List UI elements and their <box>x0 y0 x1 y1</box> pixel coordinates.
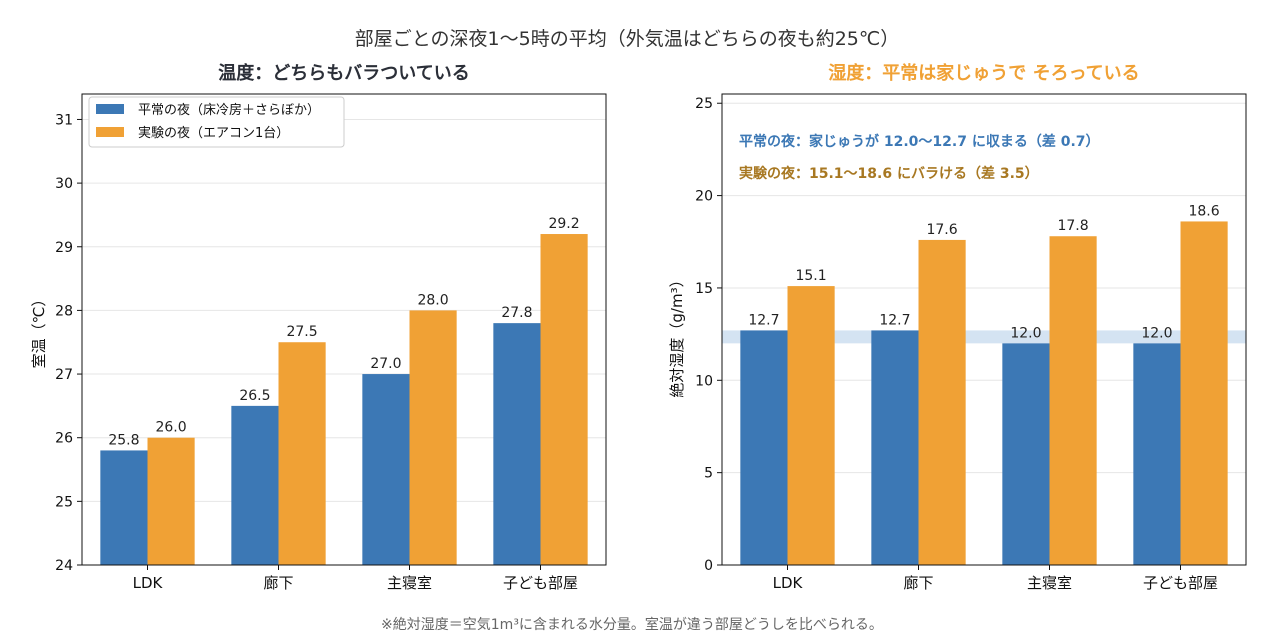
annotation-normal-night: 平常の夜：家じゅうが 12.0〜12.7 に収まる（差 0.7） <box>739 133 1100 150</box>
temperature-bar-value-label: 25.8 <box>108 432 139 448</box>
humidity-y-tick-label: 15 <box>695 281 713 297</box>
humidity-bar-value-label: 12.0 <box>1010 325 1041 341</box>
temperature-chart-title: 温度：どちらもバラついている <box>218 62 469 84</box>
figure-title: 部屋ごとの深夜1〜5時の平均（外気温はどちらの夜も約25℃） <box>355 28 900 50</box>
humidity-bar-normal <box>871 330 919 565</box>
humidity-chart: 湿度：平常は家じゅうで そろっている 12.715.112.717.612.01… <box>668 62 1247 592</box>
temperature-y-tick-label: 26 <box>55 431 73 447</box>
temperature-bar-experiment <box>409 310 457 565</box>
humidity-bar-value-label: 17.8 <box>1057 218 1088 234</box>
temperature-x-tick-label: 廊下 <box>263 574 293 592</box>
temperature-x-tick-label: 子ども部屋 <box>503 574 578 592</box>
humidity-bar-experiment <box>1049 236 1097 566</box>
humidity-bar-value-label: 17.6 <box>926 222 957 238</box>
temperature-bar-normal <box>493 323 541 565</box>
legend-box <box>88 96 345 148</box>
temperature-plot-frame <box>81 93 607 566</box>
humidity-x-tick-label: 廊下 <box>903 574 933 592</box>
humidity-y-tick-label: 0 <box>704 558 713 574</box>
temperature-y-axis-label: 室温（℃） <box>30 292 48 369</box>
humidity-bar-value-label: 12.7 <box>879 312 910 328</box>
temperature-y-ticks: 24 25 26 27 28 29 30 31 <box>55 112 82 574</box>
legend-label-normal: 平常の夜（床冷房＋さらぼか） <box>138 102 320 118</box>
footnote: ※絶対湿度＝空気1m³に含まれる水分量。室温が違う部屋どうしを比べられる。 <box>381 616 883 633</box>
temperature-chart: 温度：どちらもバラついている 25.826.026.527.527.028.02… <box>30 62 607 592</box>
humidity-y-ticks: 0 5 10 15 20 25 <box>695 96 722 574</box>
humidity-y-tick-label: 10 <box>695 373 713 389</box>
temperature-bars: 25.8 26.0 26.5 27.5 27.0 28.0 27.8 29.2 <box>100 216 588 565</box>
temperature-bar-value-label: 27.8 <box>501 305 532 321</box>
humidity-y-tick-label: 5 <box>704 466 713 482</box>
humidity-normal-range-band <box>722 330 1246 344</box>
humidity-bar-normal <box>740 330 788 565</box>
humidity-bar-value-label: 12.0 <box>1141 325 1172 341</box>
temperature-bar-value-label: 28.0 <box>417 292 448 308</box>
legend-swatch-experiment <box>96 127 124 137</box>
temperature-bar-value-label: 27.0 <box>370 356 401 372</box>
humidity-bar-experiment <box>1180 221 1228 565</box>
legend-label-experiment: 実験の夜（エアコン1台） <box>138 125 289 141</box>
temperature-y-tick-label: 27 <box>55 367 73 383</box>
temperature-legend: 平常の夜（床冷房＋さらぼか） 実験の夜（エアコン1台） <box>88 96 345 148</box>
temperature-bar-experiment <box>540 234 588 565</box>
temperature-bar-normal <box>100 450 148 565</box>
temperature-bar-value-label: 26.5 <box>239 388 270 404</box>
temperature-bar-value-label: 29.2 <box>548 216 579 232</box>
humidity-bar-normal <box>1133 343 1181 565</box>
humidity-chart-title: 湿度：平常は家じゅうで そろっている <box>828 62 1139 84</box>
temperature-bar-normal <box>231 405 279 565</box>
temperature-y-tick-label: 31 <box>55 112 73 128</box>
temperature-y-tick-label: 28 <box>55 303 73 319</box>
humidity-x-ticks: LDK 廊下 主寝室 子ども部屋 <box>773 565 1218 592</box>
temperature-bar-value-label: 27.5 <box>286 324 317 340</box>
humidity-bar-value-label: 12.7 <box>748 312 779 328</box>
humidity-x-tick-label: 主寝室 <box>1027 574 1072 592</box>
temperature-y-tick-label: 30 <box>55 176 73 192</box>
temperature-y-tick-label: 29 <box>55 240 73 256</box>
humidity-bars: 12.7 15.1 12.7 17.6 12.0 17.8 12.0 18.6 <box>740 203 1228 566</box>
legend-swatch-normal <box>96 104 124 114</box>
temperature-x-tick-label: 主寝室 <box>387 574 432 592</box>
humidity-y-tick-label: 25 <box>695 96 713 112</box>
temperature-x-ticks: LDK 廊下 主寝室 子ども部屋 <box>133 565 578 592</box>
humidity-x-tick-label: LDK <box>773 574 804 592</box>
humidity-y-tick-label: 20 <box>695 189 713 205</box>
temperature-bar-normal <box>362 374 410 565</box>
humidity-plot-frame <box>721 93 1247 566</box>
humidity-bar-value-label: 18.6 <box>1188 203 1219 219</box>
temperature-bar-value-label: 26.0 <box>155 420 186 436</box>
humidity-bar-experiment <box>918 239 966 565</box>
humidity-x-tick-label: 子ども部屋 <box>1143 574 1218 592</box>
temperature-bar-experiment <box>278 342 326 565</box>
temperature-y-tick-label: 25 <box>55 494 73 510</box>
temperature-y-tick-label: 24 <box>55 558 73 574</box>
annotation-experiment-night: 実験の夜：15.1〜18.6 にバラける（差 3.5） <box>739 165 1039 182</box>
humidity-y-axis-label: 絶対湿度（g/m³） <box>668 272 686 397</box>
temperature-bar-experiment <box>147 437 195 565</box>
temperature-x-tick-label: LDK <box>133 574 164 592</box>
humidity-bar-normal <box>1002 343 1050 565</box>
humidity-bar-experiment <box>787 286 835 565</box>
humidity-bar-value-label: 15.1 <box>795 268 826 284</box>
